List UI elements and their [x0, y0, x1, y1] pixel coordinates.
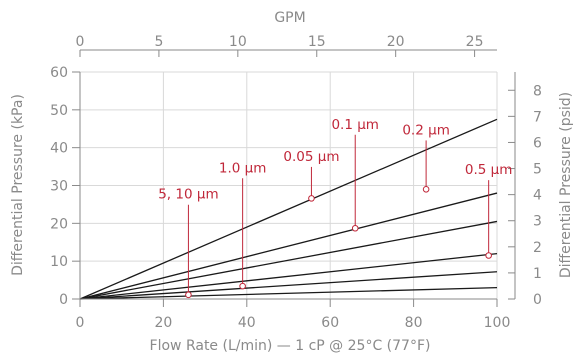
annotation-label: 1.0 µm: [219, 160, 267, 176]
y-tick-label: 60: [50, 65, 68, 81]
right-y-tick-label: 0: [533, 292, 542, 308]
x-tick-label: 20: [154, 315, 172, 331]
series-line: [79, 192, 498, 300]
right-y-tick-label: 6: [533, 135, 542, 151]
annotation-label: 0.1 µm: [331, 117, 379, 133]
right-y-axis-title: Differential Pressure (psid): [558, 92, 574, 278]
series-lines: [79, 118, 498, 300]
x-axis-title: Flow Rate (L/min) — 1 cP @ 25°C (77°F): [150, 338, 431, 354]
top-x-tick-label: 5: [154, 34, 163, 50]
series-line: [79, 220, 498, 300]
annotation-marker: [308, 195, 315, 202]
series-line: [79, 118, 498, 300]
annotation-label: 0.05 µm: [283, 149, 339, 165]
y-tick-label: 10: [50, 254, 68, 270]
annotation-marker: [351, 224, 359, 232]
y-tick-label: 0: [59, 292, 68, 308]
annotation-label: 0.2 µm: [402, 122, 450, 138]
x-tick-label: 80: [405, 315, 423, 331]
series-line: [79, 287, 498, 300]
annotations: 0.1 µm 0.2 µm 0.05 µm 0.5 µm 1.0 µm5, 10 µm: [158, 117, 513, 299]
right-y-tick-label: 7: [533, 109, 542, 125]
right-y-tick-label: 4: [533, 188, 542, 204]
annotation-label: 5, 10 µm: [158, 187, 218, 203]
grid: [79, 71, 498, 300]
x-tick-label: 100: [484, 315, 511, 331]
annotation-marker: [185, 291, 192, 299]
y-tick-label: 40: [50, 141, 68, 157]
top-x-tick-label: 20: [387, 34, 405, 50]
top-x-tick-label: 10: [229, 34, 247, 50]
series-line: [79, 252, 498, 300]
y-tick-label: 20: [50, 216, 68, 232]
annotation-marker: [422, 185, 430, 193]
top-x-tick-label: 25: [466, 34, 484, 50]
annotation-label: 0.5 µm: [465, 162, 513, 178]
y-axis-title: Differential Pressure (kPa): [10, 94, 26, 276]
y-tick-label: 30: [50, 179, 68, 195]
right-y-tick-label: 8: [533, 83, 542, 99]
right-y-tick-label: 3: [533, 214, 542, 230]
top-x-tick-label: 0: [76, 34, 85, 50]
right-y-tick-label: 5: [533, 162, 542, 178]
x-tick-label: 40: [238, 315, 256, 331]
right-y-tick-label: 1: [533, 266, 542, 282]
top-x-tick-label: 15: [308, 34, 326, 50]
top-x-axis-title: GPM: [274, 10, 305, 26]
annotation-marker: [485, 252, 492, 259]
x-tick-label: 0: [76, 315, 85, 331]
axes: 0 10 20 30 40 50 60 0 20 40 60 80 100 0 5 10 15 20 25 0 1 2 3 4…: [50, 34, 542, 331]
x-tick-label: 60: [321, 315, 339, 331]
series-line: [79, 271, 498, 300]
y-tick-label: 50: [50, 103, 68, 119]
annotation-marker: [239, 282, 246, 290]
right-y-tick-label: 2: [533, 240, 542, 256]
